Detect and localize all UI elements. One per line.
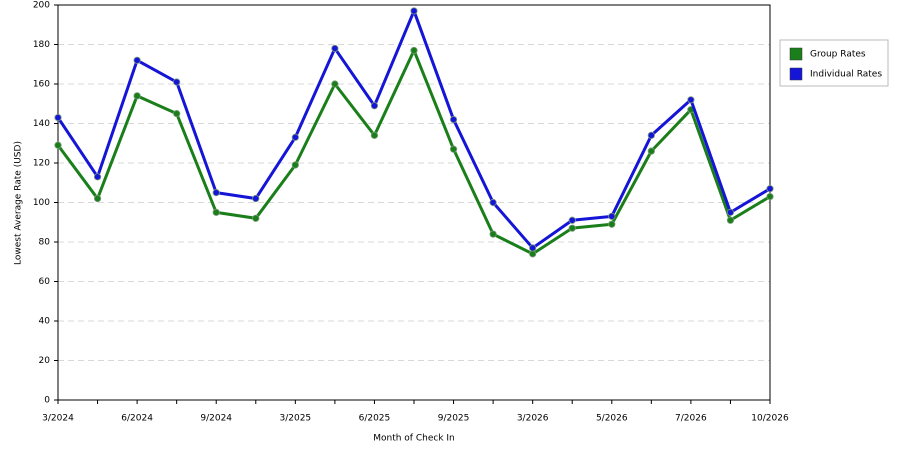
x-tick-label: 9/2025	[438, 414, 470, 424]
data-point	[173, 110, 181, 118]
legend-label: Individual Rates	[810, 70, 882, 80]
data-point	[252, 214, 260, 222]
x-tick-label: 3/2026	[517, 414, 549, 424]
data-point	[449, 115, 458, 124]
series-line	[56, 48, 771, 256]
data-point	[489, 230, 497, 238]
data-point	[608, 220, 616, 228]
data-point	[93, 173, 102, 181]
data-point	[370, 131, 379, 139]
data-point	[410, 46, 418, 55]
y-axis-label: Lowest Average Rate (USD)	[14, 141, 24, 265]
x-tick-label: 6/2024	[121, 414, 153, 424]
y-tick-label: 120	[33, 159, 50, 169]
data-point	[766, 185, 774, 193]
data-point	[726, 216, 735, 224]
x-axis-label: Month of Check In	[373, 434, 455, 444]
y-tick-label: 100	[33, 198, 50, 208]
data-point	[173, 78, 181, 86]
data-point	[370, 102, 379, 110]
y-tick-label: 200	[33, 1, 50, 11]
data-point	[766, 192, 774, 201]
data-point	[568, 216, 576, 224]
data-point	[410, 7, 418, 15]
data-point	[449, 145, 458, 153]
data-point	[647, 147, 655, 155]
y-tick-label: 140	[33, 119, 50, 129]
data-point	[726, 208, 735, 216]
data-point	[212, 208, 220, 216]
data-point	[133, 92, 141, 100]
data-point	[608, 212, 616, 220]
data-point	[568, 224, 576, 232]
x-tick-label: 10/2026	[751, 414, 789, 424]
y-tick-label: 40	[39, 317, 51, 327]
y-tick-label: 80	[39, 238, 51, 248]
legend-swatch	[789, 47, 803, 61]
data-point	[687, 96, 695, 104]
data-point	[54, 141, 62, 149]
x-tick-label: 5/2026	[596, 414, 628, 424]
x-tick-label: 3/2024	[42, 414, 74, 424]
data-point	[331, 44, 339, 53]
y-tick-label: 180	[33, 40, 50, 50]
data-point	[529, 244, 537, 252]
data-point	[54, 113, 62, 122]
legend-swatch	[789, 67, 803, 81]
data-point	[252, 194, 260, 203]
data-point	[291, 133, 299, 141]
y-tick-label: 20	[39, 356, 51, 366]
y-tick-label: 0	[44, 396, 50, 406]
x-tick-label: 9/2024	[200, 414, 232, 424]
data-point	[489, 198, 497, 207]
x-tick-label: 3/2025	[279, 414, 311, 424]
data-point	[291, 161, 299, 169]
x-tick-label: 6/2025	[359, 414, 391, 424]
series-line	[56, 9, 771, 250]
legend: Group Rates Individual Rates	[779, 39, 889, 87]
data-point	[93, 194, 102, 203]
data-point	[529, 250, 537, 258]
data-point	[133, 56, 141, 64]
data-point	[647, 131, 655, 139]
y-tick-label: 160	[33, 80, 50, 90]
x-tick-label: 7/2026	[675, 414, 707, 424]
data-point	[212, 189, 220, 197]
y-tick-label: 60	[39, 277, 51, 287]
legend-label: Group Rates	[810, 50, 866, 60]
legend-box	[779, 39, 889, 87]
data-point	[331, 80, 339, 88]
